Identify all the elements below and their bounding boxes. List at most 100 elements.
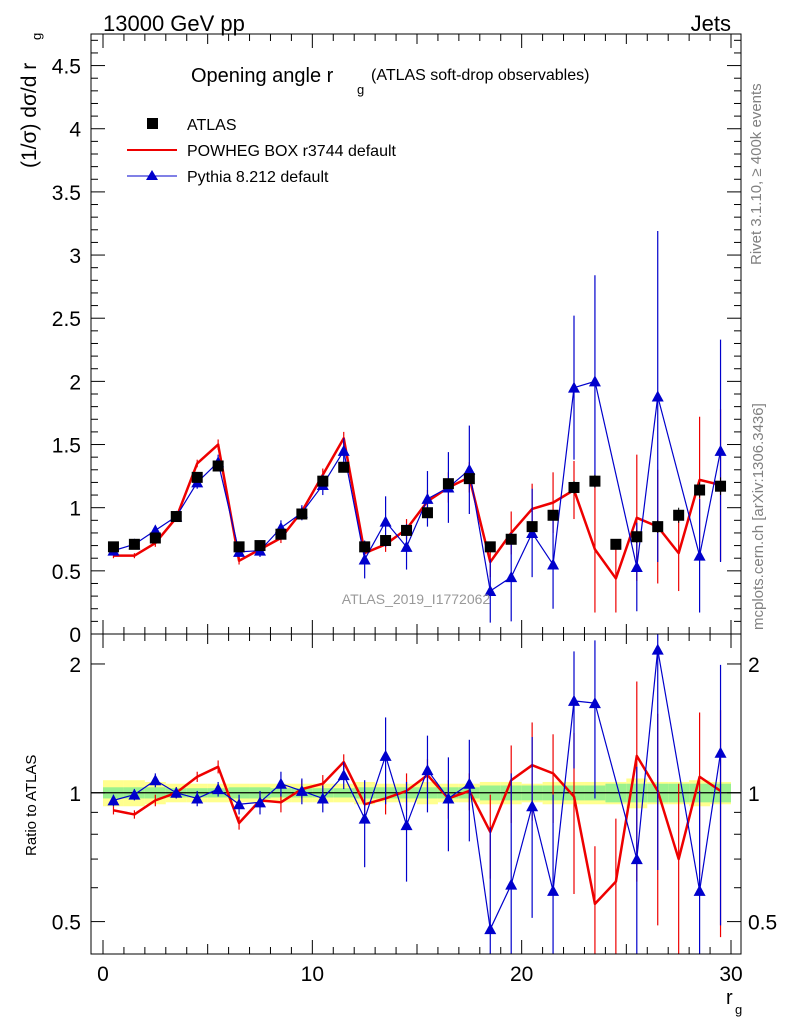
atlas-marker	[694, 484, 706, 496]
atlas-marker	[359, 541, 371, 553]
atlas-marker	[505, 533, 517, 545]
pythia-ratio-marker	[400, 819, 413, 831]
pythia-ratio-marker	[316, 792, 329, 804]
pythia-marker	[400, 540, 413, 552]
pythia-ratio-marker	[295, 784, 308, 796]
ratio-y-axis-label: Ratio to ATLAS	[23, 755, 40, 856]
pythia-ratio-marker	[274, 777, 287, 789]
ratio-panel-ticks: 0 10 20 30 0.5 0.5 1 1 2 2	[52, 634, 777, 986]
legend-atlas-marker	[147, 118, 158, 129]
pythia-ratio-marker	[233, 798, 246, 810]
y-tick-label: 2.5	[52, 308, 81, 331]
atlas-marker	[275, 528, 287, 540]
ratio-y-tick-label: 2	[69, 654, 81, 677]
pythia-ratio-line	[113, 649, 722, 930]
pythia-marker	[463, 463, 476, 475]
atlas-marker	[547, 509, 559, 521]
chart-title-subscript: g	[357, 82, 364, 97]
atlas-marker	[526, 521, 538, 533]
pythia-ratio-marker	[630, 853, 643, 865]
ratio-y-tick-label-right: 2	[748, 654, 760, 677]
pythia-ratio-marker	[212, 783, 225, 795]
powheg-ratio-line	[113, 754, 722, 906]
atlas-marker	[463, 473, 475, 485]
atlas-marker	[589, 475, 601, 487]
atlas-marker	[254, 540, 266, 552]
y-tick-label: 4	[69, 119, 81, 142]
pythia-ratio-marker	[128, 788, 141, 800]
pythia-ratio-marker	[463, 777, 476, 789]
y-tick-label: 1.5	[52, 435, 81, 458]
pythia-ratio-marker	[484, 923, 497, 935]
atlas-marker	[442, 478, 454, 490]
pythia-marker	[693, 549, 706, 561]
atlas-marker	[128, 538, 140, 550]
atlas-marker	[631, 531, 643, 543]
header-left: 13000 GeV pp	[103, 11, 245, 36]
pythia-ratio-marker	[651, 643, 664, 655]
mcplots-label: mcplots.cern.ch [arXiv:1306.3436]	[750, 403, 767, 630]
atlas-marker	[484, 541, 496, 553]
analysis-watermark: ATLAS_2019_I1772062	[342, 591, 491, 607]
x-tick-label: 30	[719, 963, 742, 986]
y-tick-label: 0	[69, 624, 81, 647]
pythia-marker	[421, 492, 434, 504]
pythia-ratio-marker	[547, 884, 560, 896]
pythia-marker	[714, 444, 727, 456]
ratio-y-tick-label: 1	[69, 783, 81, 806]
atlas-marker	[212, 460, 224, 472]
pythia-marker	[547, 558, 560, 570]
header-right: Jets	[691, 11, 731, 36]
y-tick-label: 0.5	[52, 561, 81, 584]
pythia-marker	[526, 526, 539, 538]
pythia-marker	[484, 585, 497, 597]
pythia-marker	[505, 571, 518, 583]
y-tick-label: 3	[69, 245, 81, 268]
y-axis-label: (1/σ) dσ/d r	[18, 63, 41, 168]
pythia-marker	[337, 444, 350, 456]
pythia-marker	[568, 381, 580, 393]
ratio-panel-series	[107, 634, 727, 954]
atlas-marker	[568, 481, 580, 493]
atlas-marker	[170, 511, 182, 523]
atlas-marker	[652, 521, 664, 533]
legend-pythia-marker	[146, 170, 158, 180]
x-tick-label: 10	[301, 963, 324, 986]
y-tick-label: 4.5	[52, 56, 81, 79]
atlas-marker	[421, 507, 433, 519]
atlas-marker	[317, 475, 329, 487]
y-tick-label: 1	[69, 498, 81, 521]
atlas-marker	[380, 535, 392, 547]
x-axis-label-subscript: g	[735, 1002, 742, 1017]
pythia-ratio-marker	[358, 812, 371, 824]
pythia-ratio-marker	[693, 884, 706, 896]
atlas-marker	[715, 480, 727, 492]
x-tick-label: 20	[510, 963, 533, 986]
powheg-line	[113, 436, 721, 580]
atlas-marker	[401, 524, 413, 536]
pythia-ratio-marker	[442, 792, 455, 804]
pythia-ratio-marker	[149, 774, 162, 786]
ratio-y-tick-label-right: 1	[748, 783, 760, 806]
atlas-marker	[107, 541, 119, 553]
atlas-marker	[149, 532, 161, 544]
pythia-ratio-marker	[170, 786, 183, 798]
pythia-ratio-marker	[191, 792, 204, 804]
ratio-panel-frame	[90, 633, 742, 955]
pythia-marker	[358, 553, 371, 565]
pythia-ratio-marker	[588, 697, 601, 709]
ratio-y-tick-label-right: 0.5	[748, 912, 777, 935]
pythia-ratio-marker	[505, 878, 518, 890]
y-axis-label-subscript: g	[29, 33, 44, 40]
ratio-panel: 0 10 20 30 0.5 0.5 1 1 2 2 Ratio to ATLAS r g	[23, 633, 777, 1017]
pythia-ratio-marker	[568, 694, 580, 706]
atlas-marker	[610, 538, 622, 550]
chart-title: Opening angle r	[191, 65, 334, 87]
y-tick-label: 3.5	[52, 182, 81, 205]
pythia-marker	[630, 561, 643, 573]
pythia-line	[113, 380, 722, 592]
legend: ATLAS POWHEG BOX r3744 default Pythia 8.…	[127, 117, 397, 186]
pythia-ratio-marker	[421, 764, 434, 776]
x-tick-label: 0	[97, 963, 109, 986]
